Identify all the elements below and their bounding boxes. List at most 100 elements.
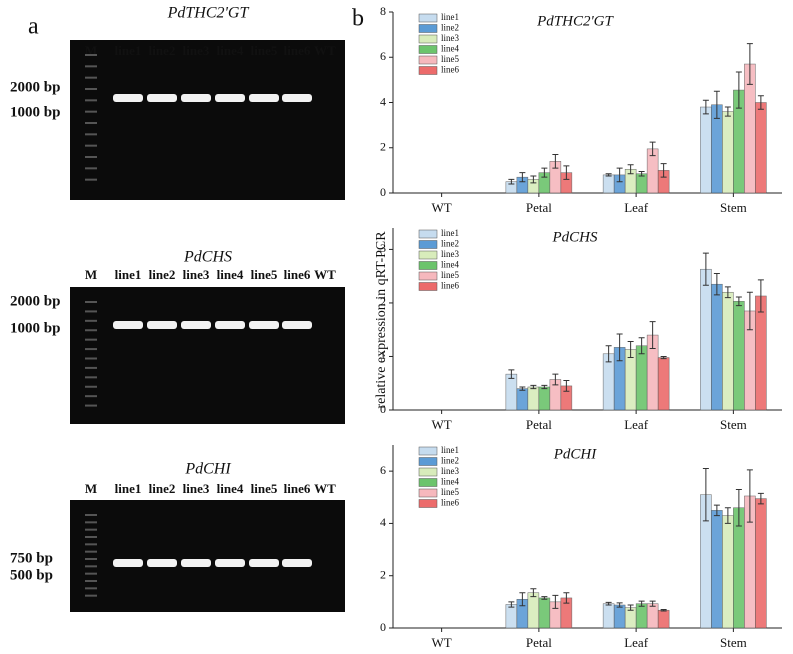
ladder-band bbox=[85, 310, 97, 313]
bar bbox=[527, 386, 540, 411]
legend-swatch bbox=[418, 45, 438, 54]
ladder-band bbox=[85, 329, 97, 332]
ladder-band bbox=[85, 594, 97, 597]
legend-swatch bbox=[418, 478, 438, 487]
ladder-band bbox=[85, 348, 97, 351]
error-bar bbox=[660, 355, 667, 360]
error-bar bbox=[627, 164, 634, 175]
error-bar bbox=[746, 43, 753, 85]
legend-swatch bbox=[418, 240, 438, 249]
legend-swatch bbox=[418, 282, 438, 291]
gel-image bbox=[70, 40, 345, 200]
y-tick-label: 4 bbox=[380, 94, 386, 108]
y-tick-label: 2 bbox=[380, 140, 386, 154]
error-bar bbox=[616, 333, 623, 362]
ladder-band bbox=[85, 99, 97, 102]
ladder-band bbox=[85, 536, 97, 538]
y-tick-label: 4 bbox=[380, 515, 386, 529]
legend-label: line4 bbox=[441, 44, 459, 54]
error-bar bbox=[552, 154, 559, 169]
lane-label: line2 bbox=[149, 267, 176, 282]
error-bar bbox=[746, 291, 753, 331]
bar bbox=[635, 345, 648, 411]
ladder-band bbox=[85, 178, 97, 181]
dna-band bbox=[215, 559, 245, 567]
x-tick-label: Leaf bbox=[624, 635, 648, 650]
error-bar bbox=[724, 106, 731, 117]
y-tick-label: 6 bbox=[380, 463, 386, 477]
lane-label: WT bbox=[314, 481, 336, 496]
bar bbox=[700, 268, 712, 411]
bar bbox=[755, 498, 767, 629]
legend-label: line6 bbox=[441, 281, 459, 291]
error-bar bbox=[616, 167, 623, 183]
chart-title: PdTHC2'GT bbox=[536, 13, 614, 29]
error-bar bbox=[649, 600, 656, 607]
error-bar bbox=[757, 492, 764, 505]
error-bar bbox=[638, 171, 645, 177]
error-bar bbox=[757, 279, 764, 313]
dna-band bbox=[181, 321, 211, 329]
error-bar bbox=[713, 273, 720, 296]
bar bbox=[613, 604, 626, 629]
error-bar bbox=[735, 296, 742, 307]
bar bbox=[538, 386, 551, 411]
bar bbox=[602, 174, 615, 194]
x-tick-label: Petal bbox=[526, 200, 552, 215]
legend-label: line4 bbox=[441, 477, 459, 487]
ladder-band bbox=[85, 550, 97, 553]
ladder-band bbox=[85, 156, 97, 158]
x-tick-label: Stem bbox=[720, 200, 747, 215]
panel-label: b bbox=[352, 6, 364, 32]
ladder-band bbox=[85, 385, 97, 388]
y-tick-label: 8 bbox=[380, 4, 386, 18]
ladder-band bbox=[85, 88, 97, 90]
legend-swatch bbox=[418, 55, 438, 65]
x-tick-label: Petal bbox=[526, 635, 552, 650]
dna-band bbox=[249, 321, 279, 329]
ladder-band bbox=[85, 376, 97, 379]
marker-label: 750 bp bbox=[10, 550, 53, 566]
bar bbox=[700, 106, 712, 194]
bar bbox=[602, 603, 615, 629]
legend-label: line3 bbox=[441, 249, 459, 259]
error-bar bbox=[508, 369, 515, 379]
gel-title: PdTHC2'GT bbox=[167, 5, 250, 22]
error-bar bbox=[627, 604, 634, 611]
lane-label: line6 bbox=[284, 43, 311, 58]
legend-swatch bbox=[418, 467, 438, 477]
error-bar bbox=[530, 384, 537, 390]
error-bar bbox=[563, 165, 570, 180]
legend-label: line3 bbox=[441, 466, 459, 476]
error-bar bbox=[616, 602, 623, 608]
ladder-band bbox=[85, 580, 97, 582]
lane-label: line1 bbox=[115, 267, 142, 282]
bar bbox=[657, 609, 670, 629]
dna-band bbox=[249, 94, 279, 102]
lane-label: line1 bbox=[115, 43, 142, 58]
y-tick-label: 2 bbox=[380, 567, 386, 581]
error-bar bbox=[605, 601, 612, 606]
bar bbox=[505, 373, 518, 411]
error-bar bbox=[541, 596, 548, 600]
x-tick-label: WT bbox=[432, 200, 452, 215]
lane-label: WT bbox=[314, 267, 336, 282]
legend-label: line1 bbox=[441, 445, 459, 455]
x-tick-label: Leaf bbox=[624, 417, 648, 432]
dna-band bbox=[215, 321, 245, 329]
bar bbox=[635, 603, 648, 629]
error-bar bbox=[530, 175, 537, 184]
legend-swatch bbox=[418, 34, 438, 44]
ladder-band bbox=[85, 76, 97, 79]
legend-swatch bbox=[418, 457, 438, 466]
legend-swatch bbox=[418, 499, 438, 508]
ladder-band bbox=[85, 54, 97, 56]
ladder-band bbox=[85, 357, 97, 360]
lane-label: line5 bbox=[251, 43, 278, 58]
dna-band bbox=[181, 94, 211, 102]
legend-label: line5 bbox=[441, 54, 459, 64]
legend-label: line1 bbox=[441, 12, 459, 22]
legend-label: line5 bbox=[441, 487, 459, 497]
dna-band bbox=[282, 94, 312, 102]
error-bar bbox=[757, 95, 764, 110]
